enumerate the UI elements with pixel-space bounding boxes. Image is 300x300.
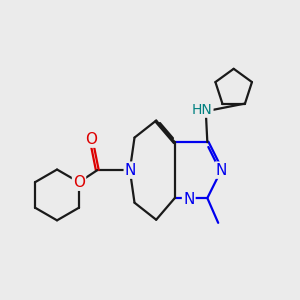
Text: N: N: [216, 163, 227, 178]
Text: N: N: [125, 163, 136, 178]
Text: O: O: [73, 175, 85, 190]
Text: O: O: [85, 132, 97, 147]
Text: HN: HN: [192, 103, 212, 117]
Text: N: N: [183, 192, 194, 207]
